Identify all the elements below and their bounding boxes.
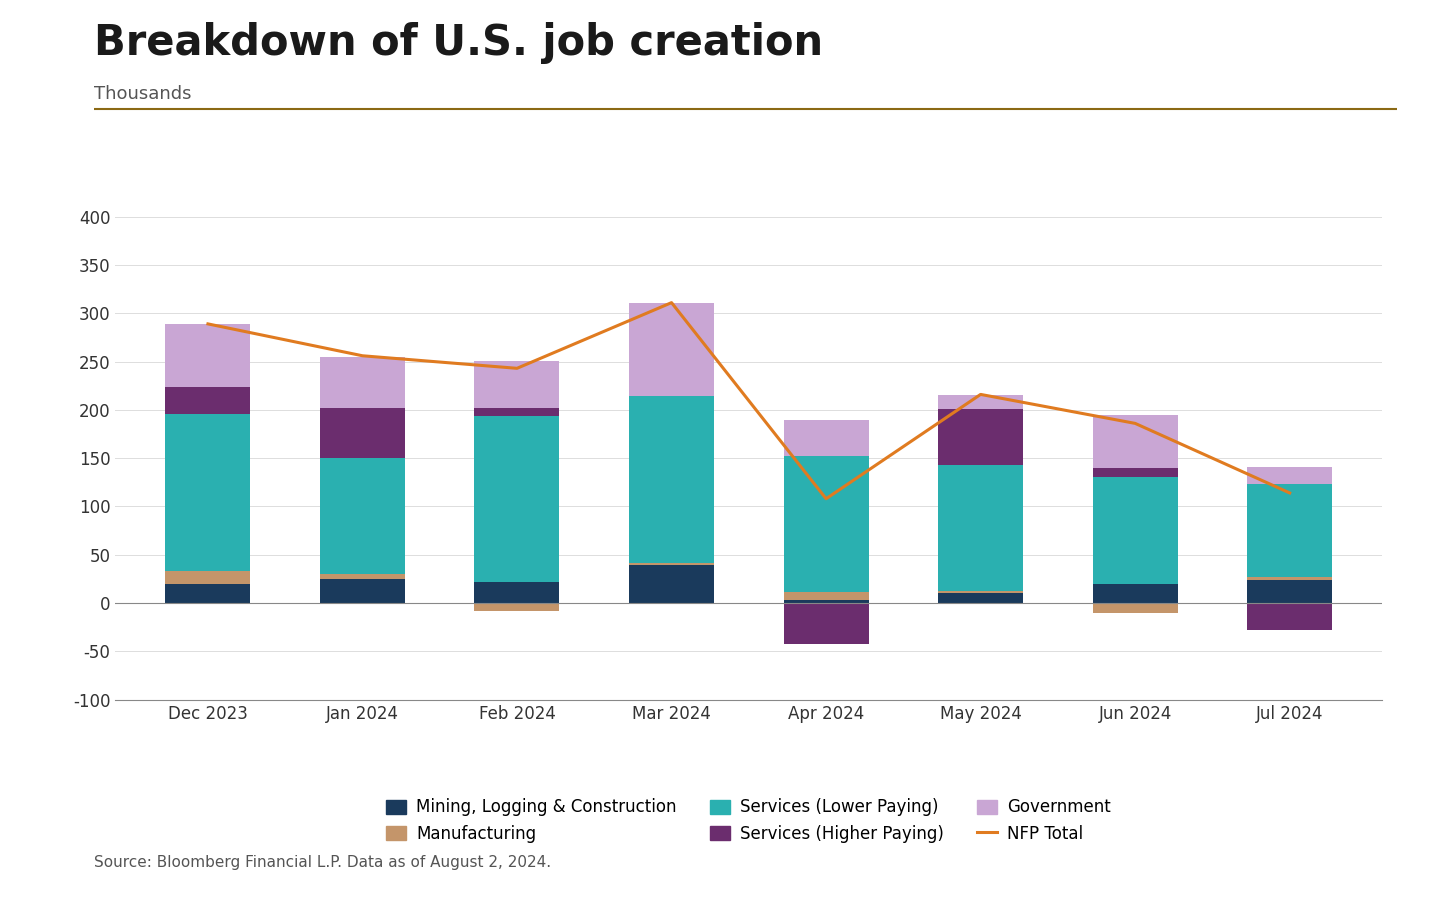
NFP Total — [818, 493, 835, 504]
Bar — [1093, 468, 1178, 477]
Bar — [1247, 603, 1332, 630]
Bar — [937, 409, 1022, 465]
Bar — [937, 396, 1022, 409]
Bar — [166, 324, 251, 387]
NFP Total — [508, 363, 526, 374]
Bar — [320, 357, 405, 408]
Text: Breakdown of U.S. job creation: Breakdown of U.S. job creation — [94, 22, 822, 65]
Bar — [1247, 484, 1332, 577]
Bar — [1093, 584, 1178, 603]
Bar — [475, 603, 560, 611]
Bar — [1093, 414, 1178, 468]
Bar — [1093, 603, 1178, 613]
Bar — [320, 574, 405, 579]
Bar — [475, 408, 560, 415]
Bar — [937, 594, 1022, 603]
Bar — [629, 302, 714, 396]
Text: Source: Bloomberg Financial L.P. Data as of August 2, 2024.: Source: Bloomberg Financial L.P. Data as… — [94, 855, 550, 870]
Bar — [783, 600, 868, 603]
Bar — [475, 361, 560, 408]
Bar — [783, 592, 868, 600]
NFP Total — [354, 351, 372, 361]
Bar — [629, 565, 714, 603]
Bar — [166, 387, 251, 414]
Legend: Mining, Logging & Construction, Manufacturing, Services (Lower Paying), Services: Mining, Logging & Construction, Manufact… — [386, 798, 1112, 843]
Bar — [475, 415, 560, 582]
Bar — [1247, 577, 1332, 579]
Bar — [629, 563, 714, 565]
Bar — [320, 408, 405, 458]
Bar — [1247, 466, 1332, 484]
Line: NFP Total: NFP Total — [207, 302, 1290, 499]
Bar — [783, 457, 868, 592]
Text: Thousands: Thousands — [94, 85, 192, 103]
NFP Total — [199, 318, 216, 329]
Bar — [629, 396, 714, 563]
Bar — [166, 571, 251, 584]
Bar — [166, 584, 251, 603]
Bar — [1247, 579, 1332, 603]
Bar — [320, 458, 405, 574]
Bar — [320, 579, 405, 603]
Bar — [1093, 477, 1178, 584]
Bar — [475, 582, 560, 603]
Bar — [783, 420, 868, 457]
Bar — [166, 414, 251, 571]
Bar — [937, 465, 1022, 590]
NFP Total — [1282, 488, 1299, 499]
Bar — [937, 590, 1022, 594]
NFP Total — [1126, 418, 1143, 429]
NFP Total — [972, 389, 989, 400]
NFP Total — [662, 297, 680, 308]
Bar — [783, 603, 868, 644]
